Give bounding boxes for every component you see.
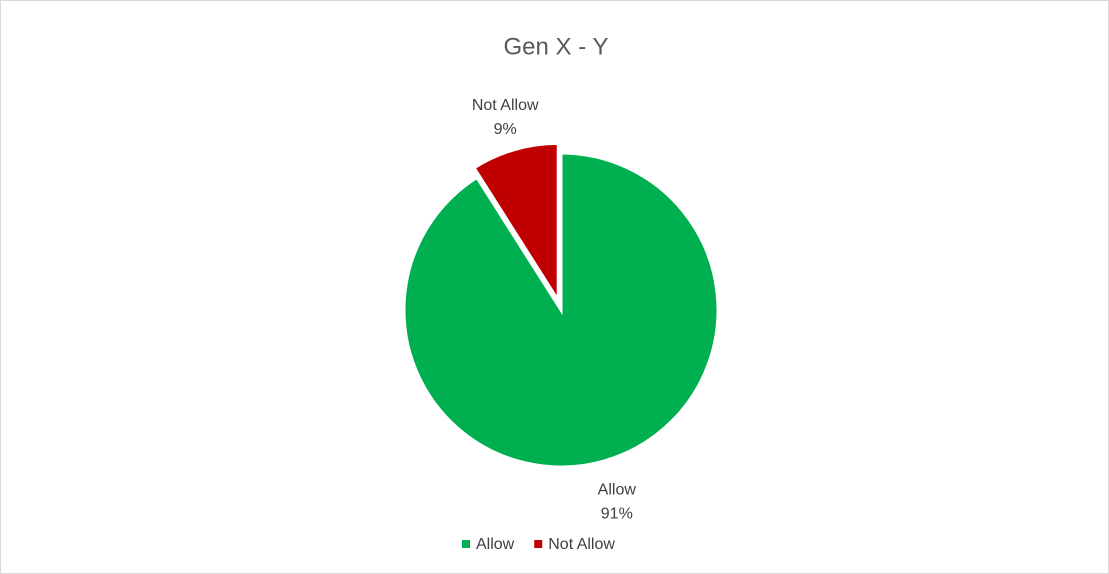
legend-marker [534, 540, 542, 548]
data-label-value: 91% [601, 505, 633, 522]
chart: Gen X - Y Allow 91% Not Allow 9% Allow Not Al… [0, 0, 1109, 574]
data-label-value: 9% [494, 121, 517, 138]
data-label-name: Not Allow [472, 97, 539, 114]
page: Gen X - Y Allow 91% Not Allow 9% Allow Not Al… [0, 0, 1109, 574]
legend-marker [462, 540, 470, 548]
legend-label: Not Allow [548, 536, 615, 553]
legend-label: Allow [476, 536, 515, 553]
data-label-name: Allow [598, 481, 637, 498]
chart-title: Gen X - Y [504, 33, 609, 60]
pie-slice [404, 153, 718, 467]
